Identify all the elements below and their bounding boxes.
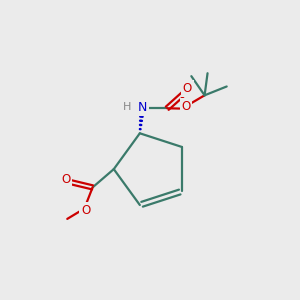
Text: O: O: [81, 204, 90, 217]
Text: O: O: [183, 82, 192, 95]
Text: H: H: [123, 102, 131, 112]
Text: O: O: [61, 172, 71, 186]
Text: O: O: [182, 100, 191, 113]
Text: N: N: [137, 101, 147, 114]
